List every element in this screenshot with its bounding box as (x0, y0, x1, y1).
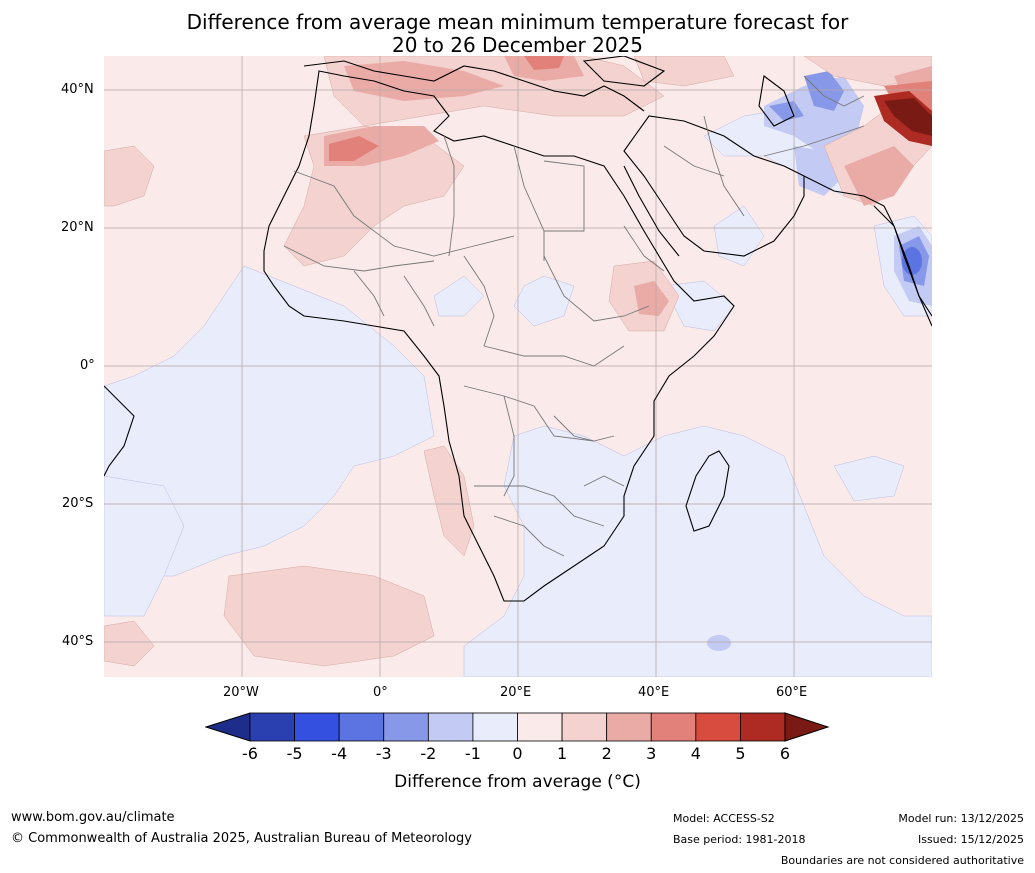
lat-label-20s: 20°S (62, 496, 94, 511)
colorbar-cell (650, 712, 697, 742)
colorbar-tick-label: -3 (375, 744, 392, 763)
colorbar-tick-label: 6 (779, 744, 791, 763)
colorbar-label: Difference from average (°C) (0, 772, 1035, 792)
lat-label-20n: 20°N (61, 220, 94, 235)
colorbar-cells (249, 712, 786, 742)
footer-disclaimer: Boundaries are not considered authoritat… (780, 854, 1024, 867)
colorbar-extend-low (205, 712, 251, 742)
colorbar-cell (517, 712, 563, 742)
map-title-line1: Difference from average mean minimum tem… (186, 10, 849, 34)
warm-anomaly-extreme (884, 98, 932, 136)
colorbar-cell (740, 712, 786, 742)
colorbar-cell (427, 712, 474, 742)
colorbar-tick-label: -6 (242, 744, 258, 763)
footer-copyright: © Commonwealth of Australia 2025, Austra… (11, 831, 472, 846)
colorbar-cell (249, 712, 295, 742)
colorbar-tick-label: -2 (420, 744, 437, 763)
colorbar-cell (561, 712, 608, 742)
footer-issued: Issued: 15/12/2025 (917, 833, 1024, 846)
colorbar-extend-high (784, 712, 830, 742)
colorbar-tick-label: 5 (735, 744, 746, 763)
lon-label-40e: 40°E (638, 685, 670, 700)
colorbar-tick-label: 1 (556, 744, 568, 763)
colorbar-label-suffix: ) (634, 772, 641, 792)
map-title-line2: 20 to 26 December 2025 (391, 33, 643, 57)
colorbar-cell (338, 712, 385, 742)
colorbar-tick-label: 2 (601, 744, 612, 763)
colorbar-tick-label: -1 (464, 744, 481, 763)
colorbar-tick-label: -5 (286, 744, 303, 763)
graticule (104, 56, 932, 677)
colorbar-label-prefix: Difference from average ( (394, 772, 614, 792)
footer-website[interactable]: www.bom.gov.au/climate (11, 810, 175, 825)
footer-base-period: Base period: 1981-2018 (673, 833, 806, 846)
colorbar-label-unit: °C (613, 772, 635, 792)
lat-label-equator: 0° (80, 358, 95, 373)
colorbar-cell (695, 712, 741, 742)
lat-label-40n: 40°N (61, 82, 94, 97)
cool-anomaly-core (902, 247, 922, 275)
footer-model: Model: ACCESS-S2 (673, 812, 775, 825)
colorbar-cell (383, 712, 429, 742)
colorbar-cell (294, 712, 340, 742)
colorbar-cell (472, 712, 518, 742)
lon-label-20w: 20°W (223, 685, 259, 700)
colorbar-tick-label: 0 (512, 744, 523, 763)
colorbar-tick-label: -4 (331, 744, 348, 763)
lon-label-0: 0° (373, 685, 388, 700)
lon-label-20e: 20°E (500, 685, 532, 700)
lon-label-60e: 60°E (776, 685, 808, 700)
lat-label-40s: 40°S (62, 634, 94, 649)
colorbar-tick-label: 3 (646, 744, 657, 763)
footer-model-run: Model run: 13/12/2025 (898, 812, 1024, 825)
forecast-map (104, 56, 932, 677)
colorbar (205, 712, 830, 742)
colorbar-tick-label: 4 (690, 744, 701, 763)
colorbar-cell (606, 712, 652, 742)
country-borders (283, 75, 865, 557)
